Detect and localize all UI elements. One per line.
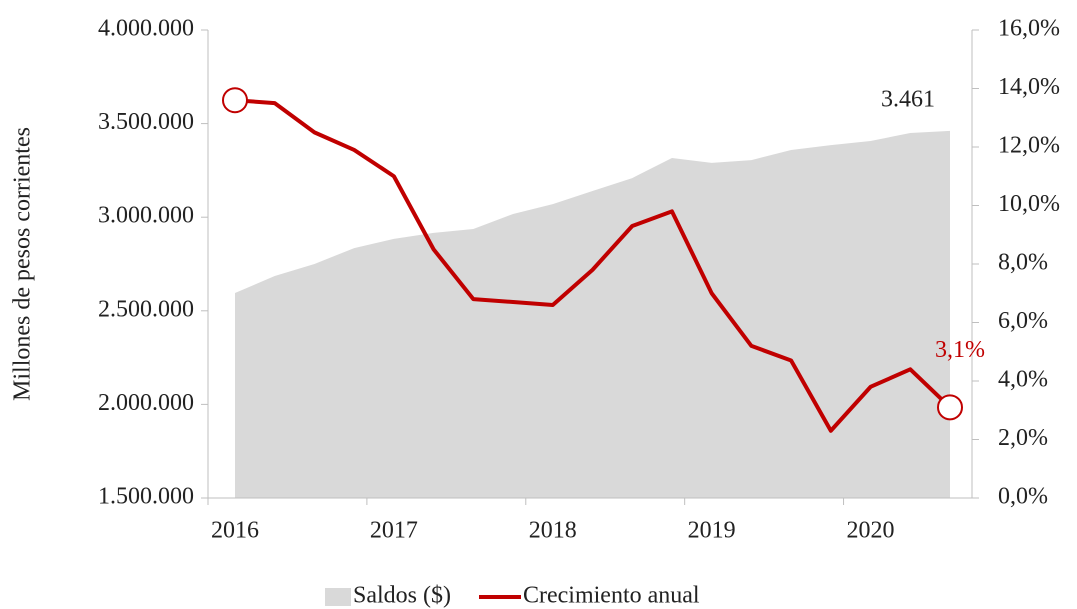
legend-label: Saldos ($) — [353, 583, 451, 609]
y2-tick-label: 16,0% — [998, 16, 1060, 42]
y-tick-label: 4.000.000 — [98, 16, 194, 42]
y2-tick-label: 2,0% — [998, 425, 1048, 451]
y-tick-label: 1.500.000 — [98, 484, 194, 510]
line-marker — [222, 87, 248, 114]
y2-tick-label: 0,0% — [998, 484, 1048, 510]
y2-tick-label: 8,0% — [998, 250, 1048, 276]
area — [235, 130, 950, 498]
y-axis-label: Millones de pesos corrientes — [10, 127, 36, 401]
y-tick-label: 3.500.000 — [98, 109, 194, 135]
value-label: 3.461 — [881, 86, 935, 112]
line-marker — [937, 394, 963, 421]
y-tick-label: 3.000.000 — [98, 203, 194, 229]
x-tick-label: 2016 — [211, 518, 259, 544]
x-tick-label: 2019 — [688, 518, 736, 544]
y2-tick-label: 14,0% — [998, 74, 1060, 100]
x-tick-label: 2017 — [370, 518, 418, 544]
line — [234, 98, 952, 433]
y2-tick-label: 6,0% — [998, 308, 1048, 334]
x-tick-label: 2018 — [529, 518, 577, 544]
legend-label: Crecimiento anual — [523, 583, 700, 609]
y-tick-label: 2.000.000 — [98, 390, 194, 416]
y2-tick-label: 12,0% — [998, 133, 1060, 159]
value-label: 3,1% — [935, 337, 985, 363]
legend-swatch — [325, 588, 351, 606]
y2-tick-label: 10,0% — [998, 191, 1060, 217]
y2-tick-label: 4,0% — [998, 367, 1048, 393]
y-tick-label: 2.500.000 — [98, 296, 194, 322]
x-tick-label: 2020 — [847, 518, 895, 544]
